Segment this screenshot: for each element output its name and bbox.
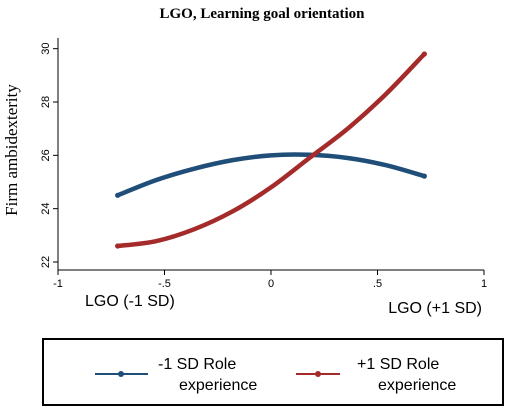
legend-label-series-1-line1: -1 SD Role [158, 356, 236, 373]
series-2-endpoint [115, 243, 121, 249]
series-line-2 [117, 52, 426, 249]
y-tick-label: 22 [40, 256, 52, 268]
legend-marker-series-2 [315, 371, 321, 377]
y-tick-label: 30 [40, 43, 52, 55]
legend-marker-series-1 [118, 371, 124, 377]
y-tick-label: 28 [40, 96, 52, 108]
x-tick-label: 0 [268, 278, 274, 290]
x-tick-label: .5 [373, 278, 382, 290]
series-1-endpoint [115, 192, 121, 198]
x-annotation-right: LGO (+1 SD) [388, 300, 482, 317]
legend-label-series-2-line2: experience [378, 377, 456, 394]
x-tick-label: 1 [481, 278, 487, 290]
chart-title: LGO, Learning goal orientation [159, 6, 365, 22]
legend: -1 SD Role experience +1 SD Role experie… [42, 338, 504, 406]
axes: -1 -.5 0 .5 1 22 24 26 28 30 [40, 38, 487, 290]
y-tick-label: 26 [40, 149, 52, 161]
y-tick-label: 24 [40, 203, 52, 215]
series-line-1 [116, 152, 425, 198]
x-tick-label: -1 [53, 278, 63, 290]
plot-lines [115, 51, 427, 249]
series-1-endpoint [421, 173, 427, 179]
x-annotation-left: LGO (-1 SD) [85, 293, 175, 310]
legend-label-series-2-line1: +1 SD Role [357, 356, 439, 373]
series-2-endpoint [421, 51, 427, 57]
y-axis-label: Firm ambidexterity [2, 84, 21, 216]
x-tick-label: -.5 [158, 278, 171, 290]
legend-label-series-1-line2: experience [179, 377, 257, 394]
